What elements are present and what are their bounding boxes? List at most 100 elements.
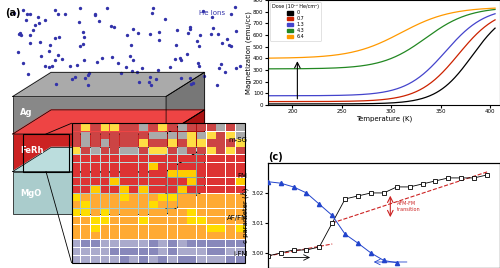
Bar	[100, 186, 110, 193]
Bar	[91, 124, 100, 131]
Bar	[120, 193, 128, 201]
Point	[194, 64, 202, 68]
Bar	[149, 147, 158, 154]
Bar	[158, 170, 168, 177]
Bar	[72, 124, 80, 131]
Bar	[72, 163, 80, 170]
Point	[51, 58, 59, 62]
Point	[66, 64, 74, 68]
Bar	[197, 232, 206, 239]
Bar	[110, 139, 119, 147]
Bar	[158, 186, 168, 193]
Bar	[72, 209, 80, 216]
Bar	[81, 209, 90, 216]
Bar	[130, 225, 138, 232]
Point	[214, 65, 222, 70]
Point	[107, 24, 115, 28]
Point	[221, 70, 229, 74]
Bar	[236, 178, 244, 185]
Point	[44, 65, 52, 70]
Bar	[168, 163, 177, 170]
Point	[200, 9, 207, 14]
Bar	[130, 201, 138, 209]
Bar	[120, 170, 128, 177]
Bar	[81, 163, 90, 170]
Bar	[168, 232, 177, 239]
Bar	[72, 123, 246, 263]
Bar	[226, 232, 235, 239]
Point	[91, 13, 99, 17]
Bar	[100, 132, 110, 139]
Bar	[206, 248, 216, 255]
Bar	[197, 209, 206, 216]
Bar	[206, 240, 216, 247]
Bar	[72, 193, 80, 201]
Bar	[158, 240, 168, 247]
Bar	[168, 225, 177, 232]
Bar	[130, 124, 138, 131]
Bar	[100, 155, 110, 162]
Y-axis label: Magnetization (emu/cc): Magnetization (emu/cc)	[245, 11, 252, 94]
Point	[182, 52, 190, 56]
Bar	[197, 155, 206, 162]
Point	[194, 61, 202, 65]
Bar	[139, 178, 148, 185]
Bar	[216, 124, 225, 131]
Point	[129, 57, 137, 62]
Bar	[120, 139, 128, 147]
Bar	[149, 163, 158, 170]
Bar	[130, 255, 138, 263]
Bar	[72, 255, 80, 263]
Bar	[130, 193, 138, 201]
Point	[24, 11, 32, 16]
Bar	[188, 147, 196, 154]
Bar	[226, 132, 235, 139]
Point	[186, 76, 194, 80]
Bar	[81, 124, 90, 131]
Bar	[91, 139, 100, 147]
Bar	[100, 147, 110, 154]
Point	[128, 69, 136, 73]
Point	[222, 37, 230, 42]
Point	[161, 16, 169, 21]
Bar	[91, 186, 100, 193]
Point	[134, 80, 142, 85]
Text: AFM-FM
transition: AFM-FM transition	[397, 201, 420, 212]
Bar	[188, 178, 196, 185]
Text: FM: FM	[238, 173, 248, 179]
Bar	[206, 217, 216, 224]
Bar	[197, 139, 206, 147]
Point	[152, 77, 160, 81]
Bar	[236, 147, 244, 154]
Bar	[130, 155, 138, 162]
Bar	[206, 155, 216, 162]
Point	[103, 5, 111, 10]
Bar	[216, 232, 225, 239]
Point	[225, 42, 233, 47]
Bar	[197, 124, 206, 131]
Bar	[206, 139, 216, 147]
Point	[127, 43, 135, 47]
Bar	[130, 147, 138, 154]
Point	[46, 43, 54, 47]
Bar	[110, 248, 119, 255]
Bar	[168, 201, 177, 209]
Point	[14, 31, 22, 36]
Bar	[100, 193, 110, 201]
Legend: 0, 0.7, 1.3, 4.3, 6.4: 0, 0.7, 1.3, 4.3, 6.4	[270, 2, 321, 41]
Bar	[216, 193, 225, 201]
Bar	[120, 217, 128, 224]
Point	[186, 26, 194, 31]
Bar	[81, 186, 90, 193]
Point	[52, 36, 60, 40]
Point	[176, 76, 184, 80]
Bar	[168, 248, 177, 255]
Bar	[168, 124, 177, 131]
Bar	[178, 155, 186, 162]
Bar	[226, 225, 235, 232]
Bar	[139, 163, 148, 170]
Bar	[91, 132, 100, 139]
Bar	[236, 170, 244, 177]
Bar	[110, 255, 119, 263]
Point	[78, 42, 86, 46]
